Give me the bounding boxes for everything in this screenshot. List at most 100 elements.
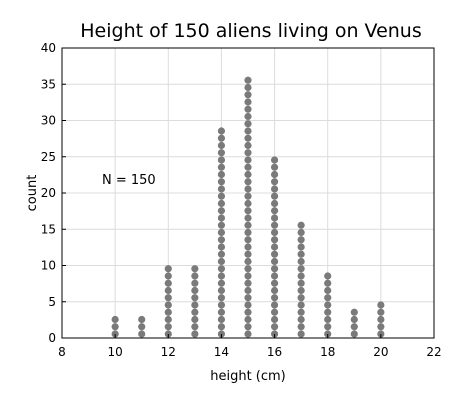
data-point-x15-17 (244, 214, 252, 222)
data-point-x14-13 (217, 243, 226, 251)
data-point-x15-18 (244, 207, 252, 215)
data-point-x12-8 (164, 279, 172, 287)
data-point-x14-14 (217, 236, 226, 244)
data-point-x15-24 (244, 163, 252, 171)
data-point-x14-21 (217, 185, 226, 193)
data-point-x17-7 (297, 286, 305, 295)
data-point-x12-5 (164, 301, 172, 309)
data-point-x20-3 (377, 315, 385, 324)
data-point-x17-4 (297, 308, 305, 316)
y-tick-label-40: 40 (41, 41, 56, 55)
data-point-x14-22 (217, 178, 226, 186)
data-point-x15-30 (244, 120, 252, 128)
data-point-x15-5 (244, 301, 252, 309)
data-point-x16-4 (270, 308, 279, 316)
data-point-x17-14 (297, 236, 305, 244)
data-point-x14-20 (217, 192, 226, 200)
data-point-x16-24 (270, 163, 279, 171)
data-point-x14-28 (217, 134, 226, 142)
data-point-x16-13 (270, 243, 279, 251)
data-point-x15-20 (244, 192, 252, 200)
data-point-x17-3 (297, 315, 305, 324)
data-points (111, 76, 385, 338)
data-point-x14-16 (217, 221, 226, 229)
data-point-x15-26 (244, 149, 252, 157)
data-point-x16-16 (270, 221, 279, 229)
data-point-x16-7 (270, 286, 279, 295)
data-point-x14-18 (217, 207, 226, 215)
data-point-x15-16 (244, 221, 252, 229)
data-point-x13-8 (191, 279, 199, 287)
data-point-x18-4 (324, 308, 332, 316)
y-tick-label-15: 15 (41, 222, 56, 236)
x-axis-label: height (cm) (210, 369, 286, 384)
data-point-x18-9 (324, 272, 332, 280)
data-point-x18-6 (324, 294, 332, 302)
data-point-x12-9 (164, 272, 172, 280)
data-point-x16-17 (270, 214, 279, 222)
data-point-x12-6 (164, 294, 172, 302)
data-point-x13-2 (191, 323, 199, 331)
data-point-x15-27 (244, 141, 252, 150)
y-tick-label-10: 10 (41, 259, 56, 273)
data-point-x12-3 (164, 315, 172, 324)
data-point-x14-8 (217, 279, 226, 287)
data-point-x17-11 (297, 257, 305, 266)
data-point-x17-15 (297, 228, 305, 237)
data-point-x16-23 (270, 170, 279, 179)
data-point-x11-1 (138, 330, 146, 338)
data-point-x15-29 (244, 127, 252, 135)
y-tick-label-20: 20 (41, 186, 56, 200)
data-point-x15-15 (244, 228, 252, 237)
chart-title: Height of 150 aliens living on Venus (80, 20, 422, 42)
data-point-x16-6 (270, 294, 279, 302)
data-point-x13-1 (191, 330, 199, 338)
data-point-x13-10 (191, 265, 199, 273)
y-tick-label-25: 25 (41, 150, 56, 164)
data-point-x15-34 (244, 91, 252, 99)
data-point-x16-15 (270, 228, 279, 237)
data-point-x14-11 (217, 257, 226, 266)
data-point-x15-10 (244, 265, 252, 273)
data-point-x16-5 (270, 301, 279, 309)
data-point-x11-3 (138, 315, 146, 324)
data-point-x18-8 (324, 279, 332, 287)
x-tick-label-8: 8 (58, 345, 66, 359)
data-point-x15-9 (244, 272, 252, 280)
data-point-x14-27 (217, 141, 226, 150)
data-point-x17-13 (297, 243, 305, 251)
data-point-x10-2 (111, 323, 119, 331)
data-point-x15-11 (244, 257, 252, 266)
x-axis-ticks: 8 10 12 14 16 18 20 22 (58, 334, 442, 359)
data-point-x15-19 (244, 199, 252, 208)
data-point-x16-22 (270, 178, 279, 186)
data-point-x20-4 (377, 308, 385, 316)
data-point-x16-20 (270, 192, 279, 200)
data-point-x16-18 (270, 207, 279, 215)
data-point-x16-11 (270, 257, 279, 266)
data-point-x15-1 (244, 330, 252, 338)
x-tick-label-10: 10 (108, 345, 123, 359)
data-point-x15-23 (244, 170, 252, 179)
x-tick-label-12: 12 (161, 345, 176, 359)
data-point-x16-12 (270, 250, 279, 258)
data-point-x13-5 (191, 301, 199, 309)
data-point-x18-7 (324, 286, 332, 295)
data-point-x18-3 (324, 315, 332, 324)
data-point-x15-25 (244, 156, 252, 164)
data-point-x14-5 (217, 301, 226, 309)
y-tick-label-5: 5 (48, 295, 56, 309)
data-point-x17-1 (297, 330, 305, 338)
data-point-x17-5 (297, 301, 305, 309)
data-point-x18-2 (324, 323, 332, 331)
data-point-x14-12 (217, 250, 226, 258)
data-point-x15-32 (244, 105, 252, 113)
data-point-x15-3 (244, 315, 252, 324)
data-point-x12-7 (164, 286, 172, 295)
data-point-x16-21 (270, 185, 279, 193)
data-point-x16-8 (270, 279, 279, 287)
data-point-x16-9 (270, 272, 279, 280)
data-point-x15-12 (244, 250, 252, 258)
y-tick-label-0: 0 (48, 331, 56, 345)
